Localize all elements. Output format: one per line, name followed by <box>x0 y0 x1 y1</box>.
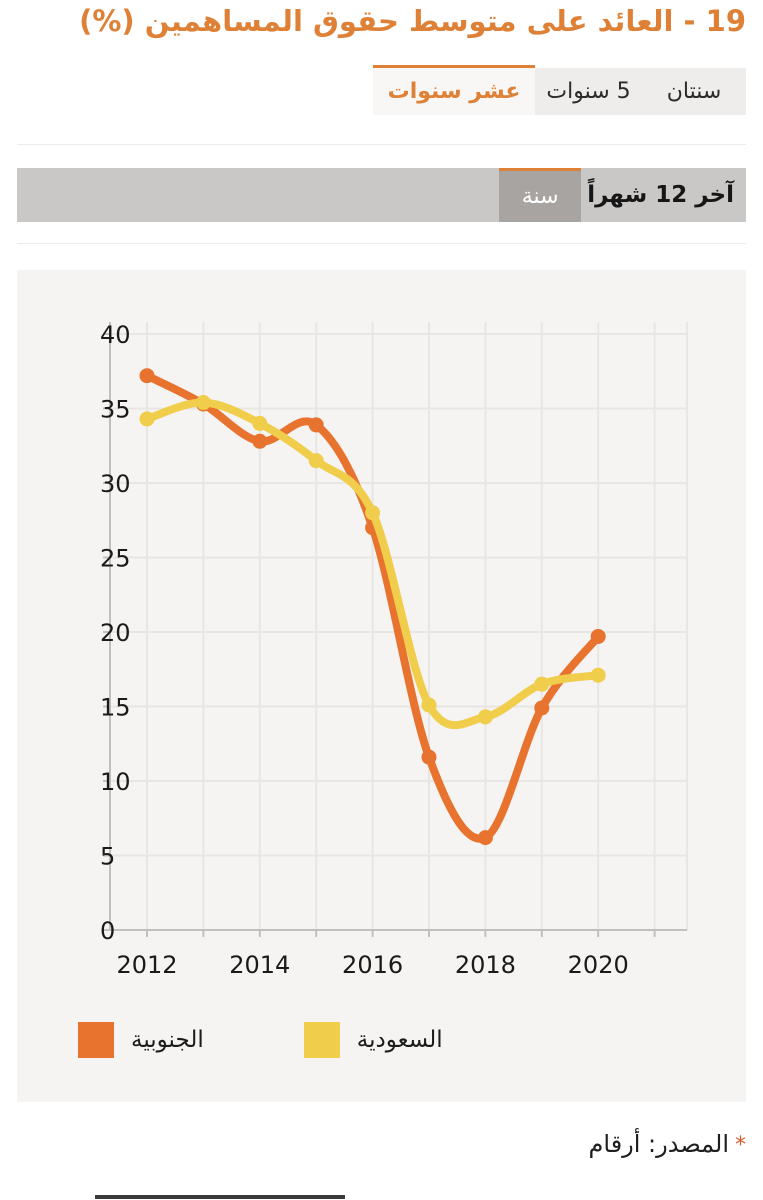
tab-ten-years[interactable]: عشر سنوات <box>373 65 535 115</box>
range-bar: آخر 12 شهراً سنة <box>17 168 746 222</box>
data-point[interactable] <box>308 417 324 433</box>
svg-text:40: 40 <box>100 321 131 349</box>
data-point[interactable] <box>365 505 381 521</box>
data-point[interactable] <box>590 667 606 683</box>
data-point[interactable] <box>139 411 155 427</box>
data-point[interactable] <box>421 749 437 765</box>
svg-text:10: 10 <box>100 768 131 796</box>
footnote-asterisk: * <box>735 1133 746 1158</box>
tab-two-years[interactable]: سنتان <box>642 68 746 115</box>
axis-labels: 0 5 10 15 20 25 30 35 40 2012 2014 2016 2018 2020 <box>100 321 629 979</box>
data-point[interactable] <box>534 676 550 692</box>
line-chart[interactable]: 0 5 10 15 20 25 30 35 40 2012 2014 2016 2018 2020 <box>17 270 746 1005</box>
data-point[interactable] <box>195 395 211 411</box>
data-point[interactable] <box>139 368 155 384</box>
data-point[interactable] <box>308 453 324 469</box>
svg-text:15: 15 <box>100 694 131 722</box>
legend-label-saudia: السعودية <box>356 1027 443 1053</box>
period-tabs: سنتان 5 سنوات عشر سنوات <box>373 65 746 115</box>
bottom-divider <box>95 1195 345 1199</box>
data-point[interactable] <box>477 830 493 846</box>
tab-five-years[interactable]: 5 سنوات <box>535 68 642 115</box>
svg-text:30: 30 <box>100 470 131 498</box>
legend-swatch-saudia <box>303 1022 340 1058</box>
data-point[interactable] <box>252 433 268 449</box>
svg-text:2012: 2012 <box>116 951 177 979</box>
data-point[interactable] <box>534 700 550 716</box>
svg-text:2020: 2020 <box>568 951 629 979</box>
divider-top <box>17 144 746 145</box>
footnote-text: المصدر: أرقام <box>588 1130 729 1158</box>
svg-text:2014: 2014 <box>229 951 290 979</box>
chart-legend: الجنوبية السعودية <box>17 1012 746 1068</box>
data-point[interactable] <box>590 628 606 644</box>
svg-text:2018: 2018 <box>455 951 516 979</box>
source-note: *المصدر: أرقام <box>589 1130 746 1158</box>
legend-swatch-janoubia <box>78 1022 114 1058</box>
svg-text:5: 5 <box>100 843 115 871</box>
divider-bottom <box>17 243 746 244</box>
chart-gridlines <box>110 322 688 930</box>
data-point[interactable] <box>421 697 437 713</box>
page-title: 19 - العائد على متوسط حقوق المساهمين (%) <box>79 4 746 38</box>
range-bar-label: آخر 12 شهراً <box>587 182 734 208</box>
year-button[interactable]: سنة <box>499 168 582 222</box>
svg-text:35: 35 <box>100 396 131 424</box>
svg-text:20: 20 <box>100 619 131 647</box>
svg-text:25: 25 <box>100 545 131 573</box>
svg-text:2016: 2016 <box>342 951 403 979</box>
svg-text:0: 0 <box>100 917 115 945</box>
series-janoubia[interactable] <box>139 368 606 846</box>
chart-panel: 0 5 10 15 20 25 30 35 40 2012 2014 2016 2018 2020 الج… <box>17 270 746 1102</box>
legend-label-janoubia: الجنوبية <box>131 1027 204 1053</box>
data-point[interactable] <box>252 415 268 431</box>
series-saudia[interactable] <box>139 395 606 730</box>
data-point[interactable] <box>477 709 493 725</box>
chart-axes <box>103 322 687 937</box>
